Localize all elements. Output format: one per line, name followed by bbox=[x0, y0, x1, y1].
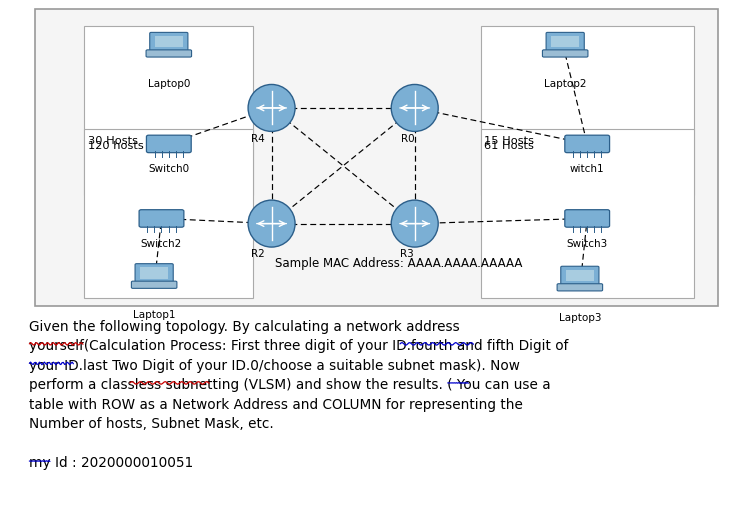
Text: 120 hosts: 120 hosts bbox=[88, 141, 144, 151]
Text: Laptop0: Laptop0 bbox=[148, 79, 190, 88]
Bar bbox=[566, 270, 594, 281]
Text: perform a classless subnetting (VLSM) and show the results. ( You can use a: perform a classless subnetting (VLSM) an… bbox=[29, 378, 551, 392]
Bar bbox=[84, 26, 253, 195]
Text: Switch2: Switch2 bbox=[141, 239, 182, 249]
Text: Given the following topology. By calculating a network address: Given the following topology. By calcula… bbox=[29, 320, 460, 334]
FancyBboxPatch shape bbox=[131, 281, 177, 288]
Text: your ID.last Two Digit of your ID.0/choose a suitable subnet mask). Now: your ID.last Two Digit of your ID.0/choo… bbox=[29, 359, 520, 373]
Ellipse shape bbox=[391, 84, 438, 132]
Text: 15 Hosts: 15 Hosts bbox=[484, 136, 534, 145]
Text: Number of hosts, Subnet Mask, etc.: Number of hosts, Subnet Mask, etc. bbox=[29, 417, 274, 431]
FancyBboxPatch shape bbox=[542, 50, 588, 57]
FancyBboxPatch shape bbox=[146, 50, 192, 57]
Text: Switch0: Switch0 bbox=[148, 164, 189, 174]
Text: R2: R2 bbox=[252, 249, 265, 259]
Text: Switch3: Switch3 bbox=[567, 239, 608, 249]
Text: 61 Hosts: 61 Hosts bbox=[484, 141, 534, 151]
Text: yourself(Calculation Process: First three digit of your ID.fourth and fifth Digi: yourself(Calculation Process: First thre… bbox=[29, 339, 569, 353]
Ellipse shape bbox=[248, 84, 295, 132]
FancyBboxPatch shape bbox=[147, 135, 191, 153]
Bar bbox=[84, 128, 253, 298]
Ellipse shape bbox=[391, 200, 438, 247]
FancyBboxPatch shape bbox=[546, 32, 584, 51]
FancyBboxPatch shape bbox=[557, 284, 603, 291]
Text: witch1: witch1 bbox=[570, 164, 605, 174]
Text: Laptop2: Laptop2 bbox=[544, 79, 586, 88]
Text: R4: R4 bbox=[252, 134, 265, 143]
FancyBboxPatch shape bbox=[150, 32, 188, 51]
Text: table with ROW as a Network Address and COLUMN for representing the: table with ROW as a Network Address and … bbox=[29, 398, 523, 412]
FancyBboxPatch shape bbox=[135, 264, 173, 282]
Text: Sample MAC Address: AAAA.AAAA.AAAAA: Sample MAC Address: AAAA.AAAA.AAAAA bbox=[275, 256, 523, 270]
FancyBboxPatch shape bbox=[565, 210, 609, 227]
Bar bbox=[481, 128, 694, 298]
FancyBboxPatch shape bbox=[565, 135, 609, 153]
Bar bbox=[140, 267, 168, 279]
Text: R0: R0 bbox=[401, 134, 414, 143]
Bar bbox=[155, 36, 183, 47]
Text: Laptop3: Laptop3 bbox=[559, 313, 601, 322]
FancyBboxPatch shape bbox=[139, 210, 184, 227]
Text: 30 Hosts: 30 Hosts bbox=[88, 136, 138, 145]
Text: my Id : 2020000010051: my Id : 2020000010051 bbox=[29, 456, 194, 470]
Text: Laptop1: Laptop1 bbox=[133, 310, 175, 320]
Ellipse shape bbox=[248, 200, 295, 247]
FancyBboxPatch shape bbox=[561, 266, 599, 285]
Bar bbox=[481, 26, 694, 195]
Bar bbox=[35, 9, 718, 306]
Text: R3: R3 bbox=[401, 249, 414, 259]
Bar bbox=[551, 36, 579, 47]
